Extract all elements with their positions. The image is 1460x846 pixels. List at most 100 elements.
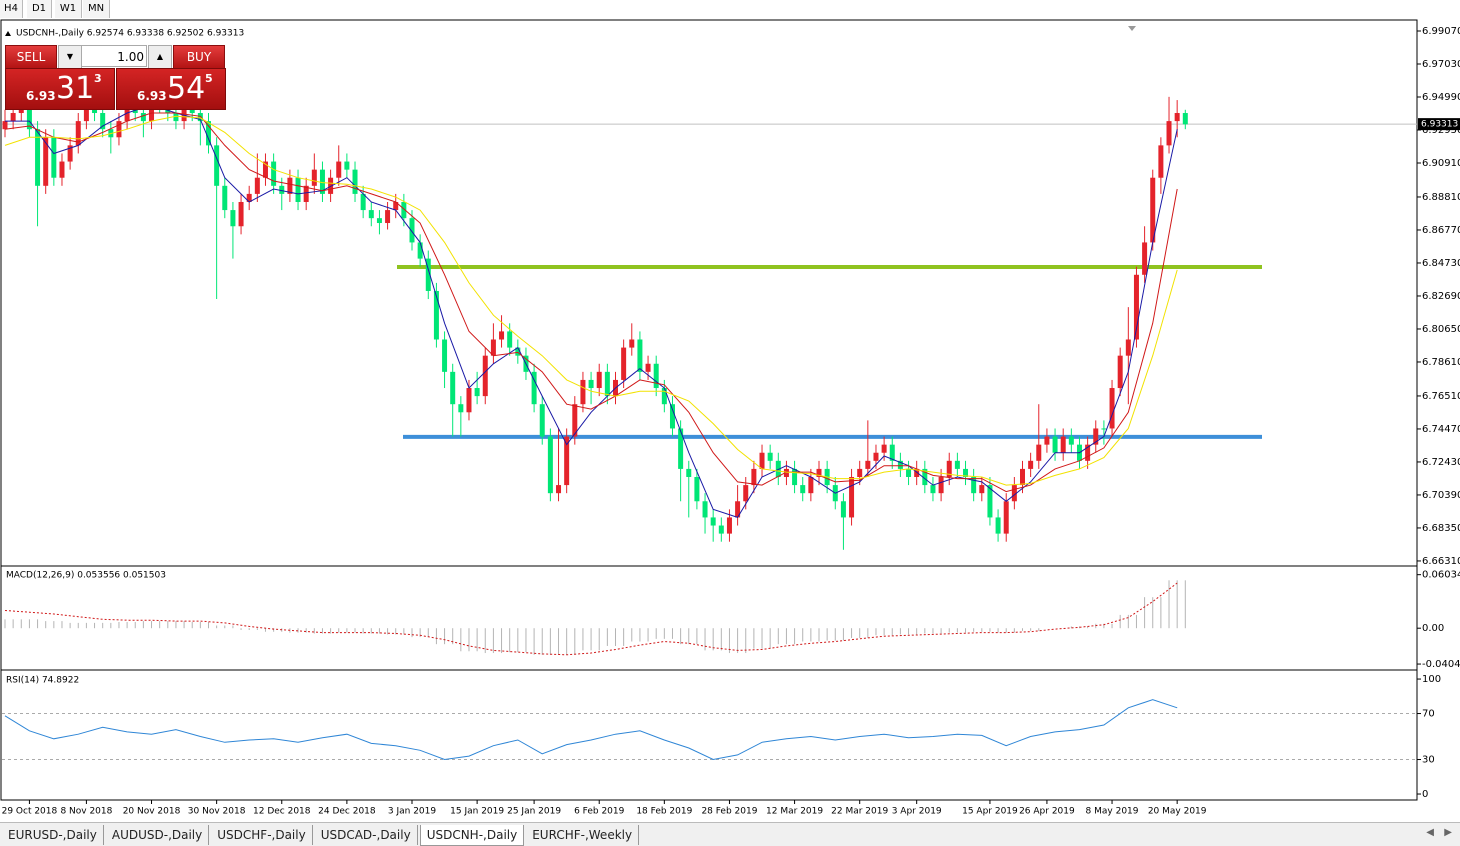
candle-body xyxy=(360,193,366,211)
candle-body xyxy=(906,468,912,477)
x-tick-label: 8 May 2019 xyxy=(1086,807,1139,817)
x-tick-label: 30 Nov 2018 xyxy=(188,807,246,817)
candle-body xyxy=(173,113,179,122)
chart-tab[interactable]: AUDUSD-,Daily xyxy=(106,825,210,845)
y-tick-label: 6.99070 xyxy=(1422,26,1460,37)
candle-body xyxy=(295,177,301,202)
y-tick-label: 70 xyxy=(1422,709,1435,720)
y-tick-label: 6.72430 xyxy=(1422,457,1460,468)
candle-body xyxy=(938,476,944,494)
candle-body xyxy=(1117,355,1123,389)
candle-body xyxy=(1036,444,1042,461)
y-tick-label: 30 xyxy=(1422,755,1435,766)
y-tick-label: 6.66310 xyxy=(1422,556,1460,567)
moving-average xyxy=(4,115,1178,486)
candle-body xyxy=(735,501,741,518)
macd-header: MACD(12,26,9) 0.053556 0.051503 xyxy=(6,571,166,581)
bid-box[interactable]: 6.93 31 3 xyxy=(5,68,115,110)
candle-body xyxy=(1133,274,1139,340)
chart-header: USDCNH-,Daily 6.92574 6.93338 6.92502 6.… xyxy=(16,29,244,39)
tab-scroll-left[interactable]: ◀ xyxy=(1426,827,1434,838)
candle-body xyxy=(279,185,285,194)
candle-body xyxy=(262,161,268,178)
collapse-icon xyxy=(5,31,11,36)
buy-button[interactable]: BUY xyxy=(173,45,225,69)
candle-body xyxy=(702,501,708,518)
x-tick-label: 22 Mar 2019 xyxy=(831,807,888,817)
candle-body xyxy=(1101,428,1107,430)
candle-body xyxy=(1150,177,1156,243)
candle-body xyxy=(661,388,667,405)
sell-button[interactable]: SELL xyxy=(5,45,57,69)
candle-body xyxy=(808,476,814,494)
candle-body xyxy=(857,468,863,477)
candle-body xyxy=(710,517,716,526)
ask-box[interactable]: 6.93 54 5 xyxy=(116,68,226,110)
x-tick-label: 8 Nov 2018 xyxy=(60,807,112,817)
candle-body xyxy=(10,113,16,122)
chart-tab[interactable]: EURCHF-,Weekly xyxy=(526,825,640,845)
candle-body xyxy=(425,258,431,291)
candle-body xyxy=(328,177,334,194)
candle-body xyxy=(409,218,415,243)
candle-body xyxy=(1011,485,1017,502)
lot-input[interactable]: 1.00 xyxy=(81,45,147,67)
candle-body xyxy=(767,452,773,461)
bid-big: 6.93 xyxy=(26,89,56,103)
candle-body xyxy=(653,363,659,389)
candle-body xyxy=(1093,428,1099,445)
candle-body xyxy=(116,121,122,138)
x-tick-label: 25 Jan 2019 xyxy=(507,807,561,817)
candle-body xyxy=(515,347,521,356)
candle-body xyxy=(686,468,692,477)
ask-big: 6.93 xyxy=(137,89,167,103)
lot-up[interactable]: ▲ xyxy=(148,45,172,69)
candle-body xyxy=(401,201,407,219)
tab-scroll-right[interactable]: ▶ xyxy=(1444,827,1452,838)
candle-body xyxy=(897,460,903,469)
chart-tabs: ◀ ▶ EURUSD-,Daily AUDUSD-,Daily USDCHF-,Da… xyxy=(0,822,1460,846)
lot-down[interactable]: ▼ xyxy=(58,45,82,69)
candle-body xyxy=(580,379,586,405)
candle-body xyxy=(1020,468,1025,486)
candle-body xyxy=(1044,436,1050,445)
candle-body xyxy=(1142,242,1148,275)
candle-body xyxy=(1060,436,1066,453)
x-tick-label: 20 May 2019 xyxy=(1148,807,1207,817)
y-tick-label: 0 xyxy=(1422,789,1428,800)
timeframe-button[interactable]: H4 xyxy=(0,0,23,18)
y-tick-label: 100 xyxy=(1422,674,1441,685)
candle-body xyxy=(564,436,570,486)
timeframe-button[interactable]: D1 xyxy=(27,0,52,18)
candle-body xyxy=(596,371,602,389)
candle-body xyxy=(759,452,765,469)
candle-body xyxy=(417,242,423,259)
candle-body xyxy=(637,339,643,372)
chart-tab[interactable]: EURUSD-,Daily xyxy=(2,825,104,845)
timeframe-button[interactable]: MN xyxy=(83,0,110,18)
candle-body xyxy=(433,290,439,340)
candle-body xyxy=(59,161,65,178)
x-tick-label: 20 Nov 2018 xyxy=(123,807,181,817)
candle-body xyxy=(43,137,49,186)
rsi-header: RSI(14) 74.8922 xyxy=(6,676,79,686)
y-tick-label: 6.74470 xyxy=(1422,424,1460,435)
candle-body xyxy=(621,347,627,380)
candle-body xyxy=(930,485,936,494)
chart-tab[interactable]: USDCAD-,Daily xyxy=(315,825,418,845)
timeframe-button[interactable]: W1 xyxy=(55,0,82,18)
candle-body xyxy=(100,113,106,130)
candle-body xyxy=(987,485,993,518)
chart-tab[interactable]: USDCNH-,Daily xyxy=(419,825,525,846)
x-tick-label: 15 Jan 2019 xyxy=(450,807,504,817)
candle-body xyxy=(783,468,789,477)
y-tick-label: 6.86770 xyxy=(1422,225,1460,236)
y-tick-label: 6.90910 xyxy=(1422,158,1460,169)
candle-body xyxy=(458,404,464,413)
candle-body xyxy=(1174,113,1180,122)
macd-signal xyxy=(4,582,1178,656)
x-tick-label: 28 Feb 2019 xyxy=(701,807,757,817)
chart-tab[interactable]: USDCHF-,Daily xyxy=(211,825,313,845)
candle-body xyxy=(83,104,89,122)
candle-body xyxy=(971,476,977,494)
